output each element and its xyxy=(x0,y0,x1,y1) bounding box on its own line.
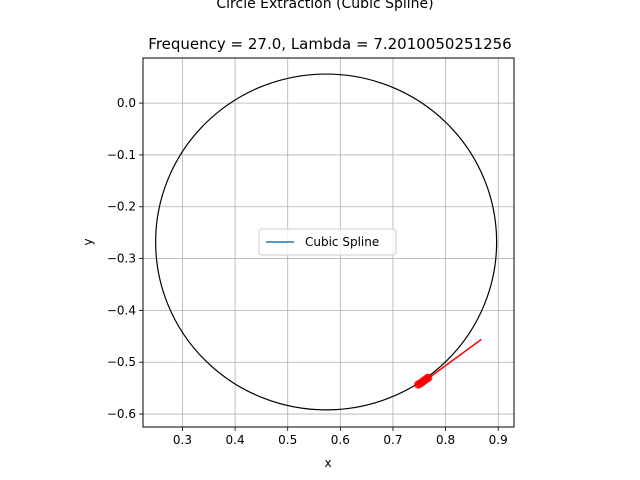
legend-label: Cubic Spline xyxy=(305,235,379,249)
legend: Cubic Spline xyxy=(258,228,397,256)
x-axis-label: x xyxy=(324,456,331,470)
x-tick-label: 0.6 xyxy=(331,433,350,447)
y-tick-label: −0.4 xyxy=(107,303,136,317)
y-tick-label: −0.6 xyxy=(107,407,136,421)
red-point xyxy=(424,373,433,382)
y-axis-label: y xyxy=(81,238,95,245)
y-axis: 0.0 −0.1 −0.2 −0.3 −0.4 −0.5 −0.6 xyxy=(107,96,143,421)
x-tick-label: 0.9 xyxy=(489,433,508,447)
y-tick-label: 0.0 xyxy=(117,96,136,110)
x-tick-label: 0.5 xyxy=(278,433,297,447)
plot-area xyxy=(155,73,498,411)
legend-box xyxy=(258,228,397,256)
x-tick-label: 0.8 xyxy=(436,433,455,447)
circle-outline xyxy=(155,73,498,411)
chart-title: Frequency = 27.0, Lambda = 7.20100502512… xyxy=(148,35,511,53)
plot-frame xyxy=(142,57,515,428)
chart-suptitle: Circle Extraction (Cubic Spline) xyxy=(216,0,433,12)
y-tick-label: −0.5 xyxy=(107,355,136,369)
x-axis: 0.3 0.4 0.5 0.6 0.7 0.8 0.9 xyxy=(173,427,508,447)
x-tick-label: 0.4 xyxy=(226,433,245,447)
x-tick-label: 0.3 xyxy=(173,433,192,447)
y-tick-label: −0.2 xyxy=(107,200,136,214)
x-tick-label: 0.7 xyxy=(383,433,402,447)
y-tick-label: −0.3 xyxy=(107,252,136,266)
y-tick-label: −0.1 xyxy=(107,148,136,162)
